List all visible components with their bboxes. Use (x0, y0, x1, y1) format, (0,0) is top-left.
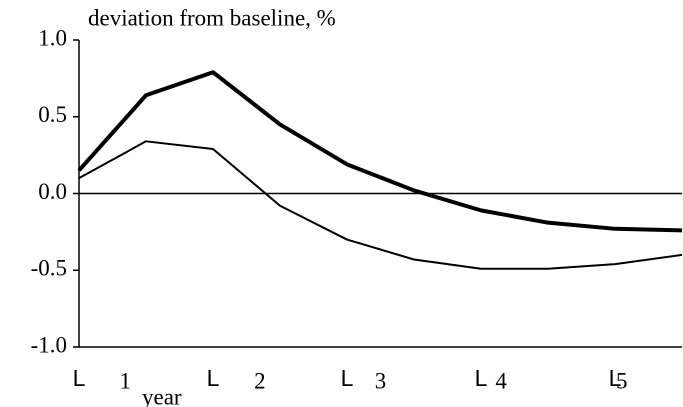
x-tick-label: L (207, 365, 220, 391)
x-tick-label: L (341, 365, 354, 391)
y-tick-label: -0.5 (31, 256, 67, 281)
year-label: 1 (120, 368, 132, 393)
y-tick-label: 0.5 (38, 102, 67, 127)
series-line (78, 140, 683, 270)
y-tick-label: -1.0 (31, 332, 67, 357)
chart-title: deviation from baseline, % (88, 5, 336, 30)
series-line (77, 70, 683, 233)
y-tick-label: 0.0 (38, 179, 67, 204)
x-tick-label: L (609, 365, 622, 391)
year-label: 3 (375, 368, 387, 393)
x-tick-label: L (475, 365, 488, 391)
x-tick-label: L (73, 365, 86, 391)
year-caption: year (142, 384, 182, 407)
year-label: 5 (616, 368, 628, 393)
y-tick-label: 1.0 (38, 25, 67, 50)
year-label: 2 (254, 368, 266, 393)
year-label: 4 (495, 368, 507, 393)
